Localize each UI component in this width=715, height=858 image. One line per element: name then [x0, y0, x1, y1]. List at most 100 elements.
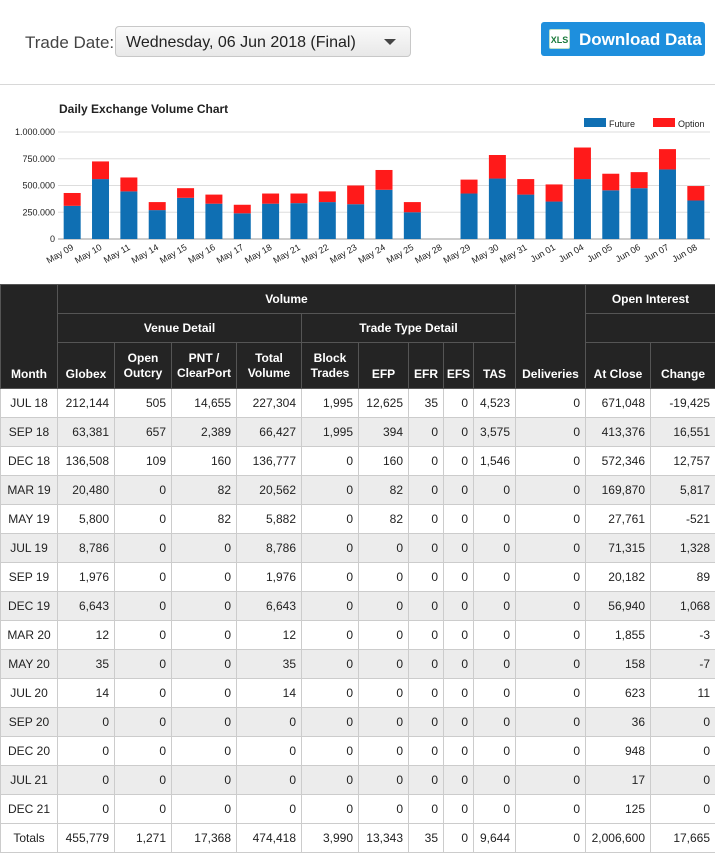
option-bar	[630, 172, 648, 189]
table-cell: 0	[408, 707, 444, 737]
table-cell: 0	[358, 562, 409, 592]
month-cell: MAR 19	[0, 475, 58, 505]
month-cell: MAY 20	[0, 649, 58, 679]
table-cell: 35	[57, 649, 115, 679]
legend-option-swatch	[653, 118, 675, 127]
option-bar	[488, 155, 506, 179]
y-tick-label: 250.000	[22, 207, 55, 217]
x-tick-label: May 28	[413, 242, 444, 265]
future-bar	[460, 193, 478, 239]
table-cell: 82	[171, 475, 237, 505]
future-bar	[148, 210, 166, 239]
table-cell: 12,625	[358, 388, 409, 418]
volume-table: Month Volume Deliveries Open Interest Ve…	[0, 284, 715, 853]
table-cell: 0	[473, 620, 516, 650]
table-cell: 0	[408, 562, 444, 592]
table-cell: 0	[236, 765, 302, 795]
table-cell: 0	[301, 707, 359, 737]
table-cell: 5,882	[236, 504, 302, 534]
x-tick-label: May 24	[356, 242, 387, 265]
future-bar	[233, 213, 251, 239]
download-data-button[interactable]: XLS Download Data	[541, 22, 705, 56]
header-tas: TAS	[473, 342, 516, 389]
table-cell: 0	[443, 765, 474, 795]
table-cell: 0	[649, 765, 715, 795]
table-cell: 0	[171, 736, 237, 766]
y-tick-label: 1.000.000	[15, 127, 55, 137]
x-tick-label: May 23	[328, 242, 359, 265]
table-cell: 12	[236, 620, 302, 650]
x-tick-label: May 14	[130, 242, 161, 265]
table-cell: 0	[443, 736, 474, 766]
table-cell: 0	[171, 591, 237, 621]
table-cell: 0	[515, 591, 586, 621]
table-cell: 0	[301, 504, 359, 534]
table-cell: 0	[515, 562, 586, 592]
table-cell: 0	[649, 707, 715, 737]
table-row: SEP 19 1,976 0 0 1,976 0 0 0 0 0 0 20,182 89	[0, 562, 715, 592]
x-tick-label: May 11	[102, 242, 132, 265]
table-cell: 0	[301, 475, 359, 505]
table-cell: 0	[171, 707, 237, 737]
table-cell: 0	[515, 736, 586, 766]
table-cell: 0	[358, 649, 409, 679]
header-block-trades: Block Trades	[301, 342, 359, 389]
table-cell: 0	[301, 765, 359, 795]
legend-future-label: Future	[609, 119, 635, 129]
x-tick-label: May 25	[385, 242, 416, 265]
table-cell: 1,855	[585, 620, 651, 650]
table-cell: 8,786	[236, 533, 302, 563]
table-cell: 6,643	[57, 591, 115, 621]
table-cell: 20,480	[57, 475, 115, 505]
future-bar	[573, 179, 591, 239]
option-bar	[262, 193, 280, 204]
table-cell: 1,995	[301, 417, 359, 447]
table-cell: 0	[301, 533, 359, 563]
month-cell: DEC 20	[0, 736, 58, 766]
table-cell: -3	[649, 620, 715, 650]
x-tick-label: Jun 05	[585, 242, 613, 264]
header-total-volume: Total Volume	[236, 342, 302, 389]
table-cell: 12,757	[649, 446, 715, 476]
table-cell: 0	[515, 533, 586, 563]
table-cell: 0	[114, 649, 172, 679]
table-cell: 1,546	[473, 446, 516, 476]
table-cell: 0	[171, 649, 237, 679]
table-cell: 0	[408, 736, 444, 766]
future-bar	[92, 179, 110, 239]
table-cell: 169,870	[585, 475, 651, 505]
table-cell: 0	[408, 504, 444, 534]
table-cell: 1,995	[301, 388, 359, 418]
table-cell: 109	[114, 446, 172, 476]
table-cell: 71,315	[585, 533, 651, 563]
table-cell: 1,068	[649, 591, 715, 621]
month-cell: JUL 21	[0, 765, 58, 795]
table-cell: 0	[236, 794, 302, 824]
table-cell: 0	[473, 475, 516, 505]
table-cell: 0	[301, 794, 359, 824]
table-cell: 0	[443, 591, 474, 621]
future-bar	[318, 202, 336, 239]
table-row: JUL 20 14 0 0 14 0 0 0 0 0 0 623 11	[0, 678, 715, 708]
x-tick-label: Jun 04	[557, 242, 585, 264]
option-bar	[602, 173, 620, 191]
header-oi-spacer	[584, 313, 715, 343]
table-cell: 0	[171, 678, 237, 708]
table-cell: 0	[473, 678, 516, 708]
trade-date-label: Trade Date:	[25, 33, 115, 52]
table-cell: 0	[236, 707, 302, 737]
header-change: Change	[649, 342, 715, 389]
y-tick-label: 500.000	[22, 181, 55, 191]
x-tick-label: May 21	[271, 242, 302, 265]
table-cell: 0	[57, 736, 115, 766]
trade-date-select[interactable]: Wednesday, 06 Jun 2018 (Final)	[115, 26, 411, 57]
table-cell: 158	[585, 649, 651, 679]
table-cell: 4,523	[473, 388, 516, 418]
table-cell: 63,381	[57, 417, 115, 447]
future-bar	[658, 169, 676, 239]
table-cell: 1,976	[57, 562, 115, 592]
totals-cell: 13,343	[358, 823, 409, 853]
option-bar	[148, 202, 166, 211]
table-row: JUL 21 0 0 0 0 0 0 0 0 0 0 17 0	[0, 765, 715, 795]
table-cell: 0	[358, 591, 409, 621]
